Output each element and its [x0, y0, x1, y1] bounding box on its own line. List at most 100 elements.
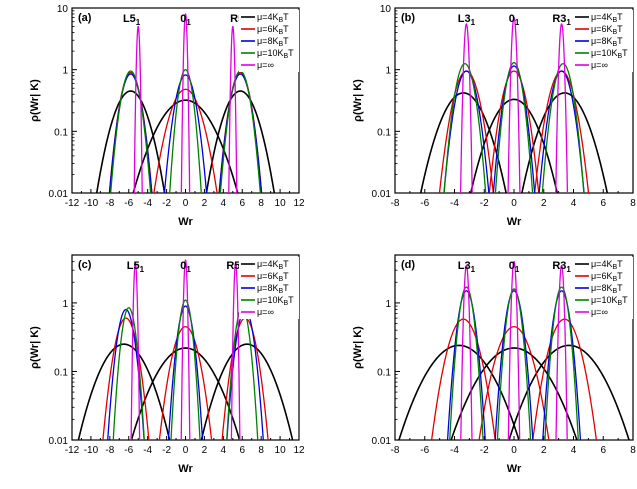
x-tick-label: 6: [600, 198, 606, 209]
peak-label: L51: [127, 260, 145, 274]
panel-label: (b): [401, 12, 415, 24]
series-line: [450, 347, 578, 440]
series-line: [200, 343, 294, 440]
legend-entry: μ=10KBT: [257, 48, 294, 60]
series-line: [492, 65, 536, 193]
legend-entry: μ=∞: [591, 307, 608, 317]
panel-label: (c): [78, 259, 92, 271]
series-line: [130, 262, 141, 440]
peak-label: R31: [552, 13, 571, 27]
peak-label: 01: [509, 13, 520, 27]
series-line: [541, 63, 585, 193]
series-group: [398, 260, 630, 440]
series-line: [130, 347, 241, 440]
x-tick-label: -6: [124, 445, 133, 456]
peak-label: L31: [458, 13, 476, 27]
series-line: [170, 299, 201, 440]
legend-entry: μ=10KBT: [257, 295, 294, 307]
series-line: [496, 288, 532, 440]
series-line: [443, 70, 490, 193]
panel-label: (d): [401, 259, 415, 271]
legend-entry: μ=∞: [257, 60, 274, 70]
series-line: [538, 70, 585, 193]
y-tick-label: 1: [385, 66, 391, 77]
y-tick-label: 1: [62, 299, 68, 310]
x-axis-label: Wr: [507, 463, 522, 475]
x-tick-label: 6: [239, 445, 245, 456]
x-tick-label: -6: [420, 198, 429, 209]
legend-entry: μ=4KBT: [591, 259, 623, 271]
series-line: [228, 25, 238, 193]
x-tick-label: -10: [84, 445, 99, 456]
x-axis-label: Wr: [178, 216, 193, 228]
x-tick-label: 2: [202, 445, 208, 456]
x-tick-label: 4: [221, 198, 227, 209]
series-line: [438, 70, 494, 193]
x-tick-label: 12: [293, 198, 305, 209]
series-line: [555, 23, 569, 193]
series-line: [205, 90, 276, 193]
peak-label: 01: [509, 260, 520, 274]
x-tick-label: 0: [511, 445, 517, 456]
chart-panel-d: -8 -6 -4 -2 0 2 4 6 8 0.01 0.1 1 Wr ρ(Wr| K) L31 01 R31 (…: [352, 254, 636, 475]
series-line: [494, 290, 534, 440]
y-tick-label: 0.1: [54, 367, 68, 378]
peak-label: 01: [180, 13, 191, 27]
x-tick-label: -6: [420, 445, 429, 456]
y-tick-label: 0.01: [49, 189, 69, 200]
x-tick-label: -8: [391, 445, 400, 456]
series-line: [180, 259, 191, 440]
series-line: [494, 61, 534, 193]
legend-entry: μ=4KBT: [591, 12, 623, 24]
series-line: [508, 344, 630, 440]
legend-entry: μ=6KBT: [591, 271, 623, 283]
y-tick-label: 0.01: [372, 436, 392, 447]
series-line: [95, 90, 166, 193]
series-line: [230, 262, 241, 440]
series-line: [507, 16, 521, 193]
peak-label: R31: [552, 260, 571, 274]
x-tick-label: -4: [143, 198, 152, 209]
legend-entry: μ=∞: [257, 307, 274, 317]
legend-entry: μ=∞: [591, 60, 608, 70]
series-line: [449, 286, 484, 440]
x-tick-label: 0: [183, 445, 189, 456]
x-tick-label: 10: [275, 198, 287, 209]
series-line: [167, 305, 204, 440]
chart-panel-b: -8 -6 -4 -2 0 2 4 6 8 0.01 0.1 1 10 Wr ρ(Wr| K) L31 01 R3…: [352, 4, 636, 228]
series-line: [153, 88, 218, 193]
x-tick-label: 8: [258, 445, 264, 456]
series-line: [459, 23, 473, 193]
series-line: [112, 307, 145, 440]
x-tick-label: 0: [511, 198, 517, 209]
peak-label: L31: [458, 260, 476, 274]
legend-entry: μ=6KBT: [257, 24, 289, 36]
x-tick-label: 8: [630, 198, 636, 209]
y-tick-label: 1: [62, 66, 68, 77]
legend-entry: μ=8KBT: [591, 36, 623, 48]
series-line: [218, 73, 263, 193]
y-axis-label: ρ(Wr| K): [29, 79, 41, 122]
panel-label: (a): [78, 12, 92, 24]
x-tick-label: -10: [84, 198, 99, 209]
x-tick-label: -2: [480, 198, 489, 209]
y-tick-label: 10: [380, 4, 392, 15]
x-tick-label: 4: [571, 198, 577, 209]
x-tick-label: -2: [480, 445, 489, 456]
series-line: [419, 92, 507, 193]
x-tick-label: -12: [65, 445, 80, 456]
series-line: [110, 70, 152, 193]
x-tick-label: -8: [105, 198, 114, 209]
chart-panel-a: -12 -10 -8 -6 -4 -2 0 2 4 6 8 10 12 0.01 0.1 1 10 Wr ρ(Wr|…: [29, 4, 305, 228]
x-tick-label: 0: [183, 198, 189, 209]
legend-entry: μ=6KBT: [257, 271, 289, 283]
x-tick-label: 2: [202, 198, 208, 209]
y-axis-label: ρ(Wr| K): [352, 326, 364, 369]
x-tick-label: 10: [275, 445, 287, 456]
series-line: [446, 290, 486, 440]
y-tick-label: 10: [57, 4, 69, 15]
x-tick-label: -6: [124, 198, 133, 209]
series-line: [163, 74, 208, 193]
